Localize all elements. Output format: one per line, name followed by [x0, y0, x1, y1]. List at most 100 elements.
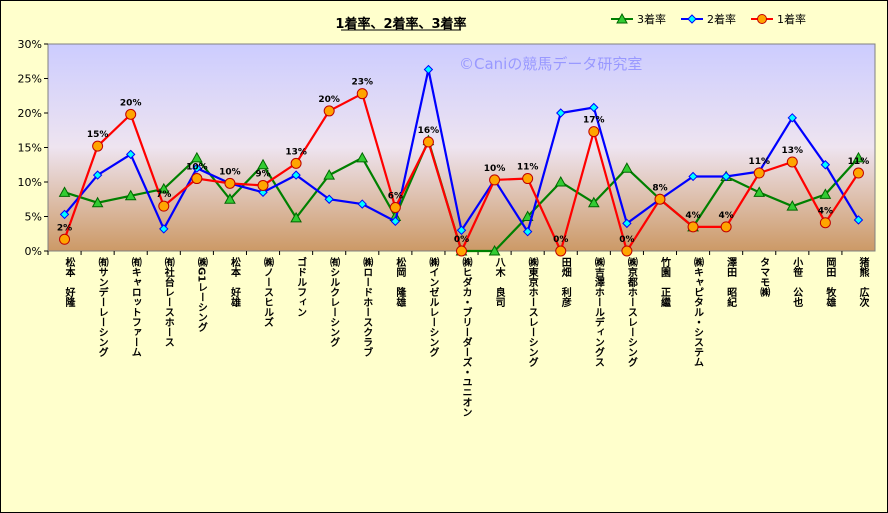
- data-point-1: [852, 167, 864, 179]
- x-tick-label: 松本 好雄: [228, 256, 241, 308]
- data-label: 0%: [619, 235, 634, 245]
- x-tick-label: ㈱京都ホースレーシング: [625, 256, 638, 368]
- x-tick-label: 八木 良司: [493, 257, 506, 308]
- data-point-2: [357, 199, 367, 209]
- x-tick-label: ㈲社台レースホース: [162, 256, 175, 347]
- data-point-2: [324, 194, 334, 204]
- data-point-1: [356, 88, 368, 100]
- x-tick-label: タマモ㈱: [758, 257, 770, 298]
- data-label: 16%: [418, 126, 440, 136]
- data-point-2: [622, 218, 632, 229]
- data-label: 9%: [255, 169, 270, 179]
- y-axis: 0% 5% 10% 15% 20% 25% 30%: [18, 38, 48, 258]
- data-point-1: [753, 167, 765, 179]
- data-point-3: [257, 158, 269, 170]
- data-point-2: [787, 113, 798, 123]
- data-point-2: [853, 215, 864, 225]
- data-label: 11%: [748, 157, 770, 167]
- data-point-1: [191, 173, 203, 185]
- legend-marker: [687, 14, 697, 24]
- data-point-1: [158, 200, 170, 212]
- data-label: 11%: [848, 157, 870, 167]
- data-point-2: [522, 226, 533, 237]
- data-point-3: [488, 244, 501, 256]
- x-tick-label: ゴドルフィン: [295, 256, 307, 317]
- data-point-3: [753, 186, 766, 197]
- data-label: 23%: [351, 78, 373, 88]
- data-point-2: [589, 102, 599, 113]
- x-tick-label: ㈱吉澤ホールディングス: [592, 256, 604, 367]
- x-tick-label: ㈱G1レーシング: [195, 256, 207, 333]
- x-tick-label: 岡田 牧雄: [824, 257, 837, 308]
- data-label: 4%: [718, 211, 733, 221]
- data-point-3: [191, 151, 203, 163]
- data-point-1: [323, 105, 335, 117]
- legend-label: 1着率: [777, 12, 806, 26]
- x-tick-label: 松岡 隆雄: [394, 256, 407, 308]
- watermark: ©Caniの競馬データ研究室: [459, 55, 642, 73]
- data-label: 4%: [685, 211, 700, 221]
- data-point-1: [389, 202, 401, 214]
- data-label: 20%: [318, 95, 340, 105]
- data-label: 0%: [553, 235, 568, 245]
- data-point-1: [687, 221, 699, 233]
- data-point-1: [588, 126, 600, 138]
- data-point-1: [125, 108, 137, 120]
- data-point-1: [786, 156, 798, 168]
- data-label: 13%: [285, 147, 307, 157]
- data-point-1: [290, 157, 302, 169]
- data-point-3: [224, 193, 236, 204]
- data-point-1: [92, 140, 104, 152]
- x-tick-label: ㈲サンデーレーシング: [96, 256, 108, 358]
- data-label: 0%: [454, 235, 469, 245]
- data-point-1: [456, 245, 467, 257]
- x-axis: 松本 好隆 ㈲サンデーレーシング ㈲キャロットファーム ㈲社台レースホース ㈱G1レーシ…: [47, 251, 870, 417]
- data-point-3: [819, 188, 832, 199]
- x-tick-label: ㈱キャピタル・システム: [692, 256, 704, 367]
- data-label: 17%: [583, 116, 605, 126]
- legend-marker: [616, 12, 628, 24]
- data-point-2: [192, 163, 202, 173]
- x-tick-label: ㈲シルクレーシング: [328, 256, 340, 348]
- data-labels: 2% 15% 20% 7% 10% 10% 9% 13% 20% 23% 6% 16% 0% 10% 11%…: [57, 78, 869, 245]
- data-label: 10%: [219, 167, 241, 177]
- data-point-1: [422, 136, 434, 148]
- data-point-3: [157, 182, 170, 194]
- data-point-1: [224, 177, 236, 189]
- data-point-3: [290, 211, 302, 223]
- x-tick-label: ㈱ロードホースクラブ: [361, 256, 373, 357]
- data-point-1: [59, 233, 71, 245]
- legend: 3着率 2着率 1着率: [611, 12, 806, 26]
- data-point-3: [786, 200, 799, 211]
- plot-area: [47, 43, 876, 252]
- x-tick-label: ㈱ノースヒルズ: [262, 256, 274, 327]
- x-tick-label: 竹園 正繼: [658, 256, 671, 308]
- x-tick-label: ㈲キャロットファーム: [129, 256, 141, 357]
- data-point-3: [124, 189, 137, 201]
- y-tick-label: 25%: [18, 73, 42, 86]
- data-label: 6%: [388, 192, 403, 202]
- y-tick-label: 10%: [18, 176, 42, 189]
- data-point-1: [555, 245, 567, 257]
- data-point-1: [522, 173, 534, 185]
- y-tick-label: 0%: [25, 245, 42, 258]
- data-point-1: [621, 245, 633, 257]
- x-tick-label: 猪熊 広次: [857, 256, 870, 308]
- y-tick-label: 5%: [25, 211, 42, 224]
- data-point-3: [91, 196, 104, 208]
- legend-label: 2着率: [707, 12, 736, 26]
- x-tick-label: 松本 好隆: [63, 256, 76, 308]
- series-group: [58, 64, 865, 257]
- legend-marker: [757, 14, 767, 24]
- data-point-1: [819, 217, 831, 229]
- data-label: 10%: [484, 164, 506, 174]
- data-point-3: [356, 151, 369, 163]
- data-point-3: [621, 162, 633, 173]
- data-point-2: [125, 149, 136, 160]
- data-label: 13%: [782, 146, 804, 156]
- data-point-3: [852, 151, 865, 163]
- data-point-2: [159, 224, 169, 234]
- data-point-3: [58, 186, 71, 197]
